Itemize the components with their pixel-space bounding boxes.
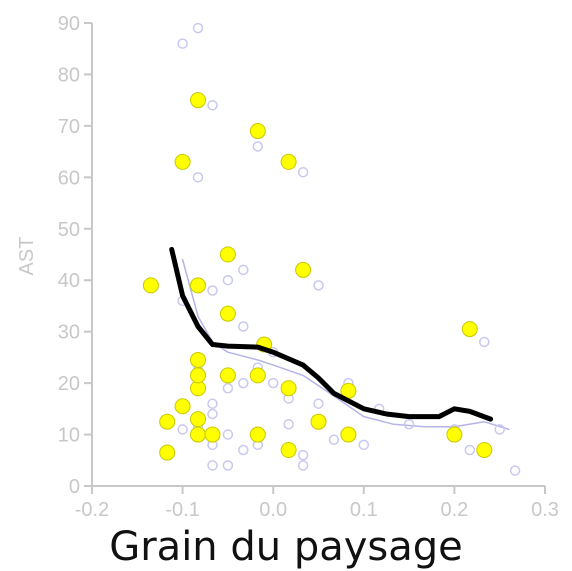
x-tick-label: -0.2	[75, 499, 109, 521]
background-point	[207, 408, 218, 420]
highlighted-point	[174, 398, 191, 415]
y-tick-label: 90	[58, 13, 80, 35]
highlighted-point	[219, 367, 236, 384]
axes	[84, 22, 546, 494]
background-point	[283, 419, 294, 430]
y-tick-label: 70	[58, 116, 80, 138]
y-tick-label: 0	[69, 476, 80, 498]
x-tick-label: 0.3	[531, 499, 559, 521]
smooth-line-group	[169, 246, 494, 422]
background-point	[267, 377, 279, 389]
smooth-line	[169, 246, 494, 422]
background-point	[328, 434, 340, 445]
background-point	[177, 424, 188, 435]
background-point	[177, 38, 188, 49]
background-point	[297, 449, 309, 461]
highlighted-point	[249, 367, 266, 384]
highlighted-point	[190, 426, 207, 443]
tick-labels: 0 10 20 30 40 50 60 70 80 90 -0.2 -0.1 0.0 0.1 0.2 0.3	[58, 13, 559, 521]
background-point	[464, 444, 476, 456]
background-point	[238, 377, 249, 389]
background-point	[313, 280, 324, 291]
background-point	[192, 172, 204, 183]
highlighted-point	[190, 367, 207, 384]
background-point	[313, 398, 324, 409]
chart-caption: Grain du paysage	[109, 524, 463, 570]
background-point	[238, 264, 249, 276]
background-point	[252, 141, 264, 152]
highlighted-point	[310, 413, 327, 430]
background-point	[479, 336, 490, 348]
highlighted-point	[340, 426, 357, 443]
x-tick-label: 0.2	[440, 499, 468, 521]
background-point	[222, 429, 234, 440]
y-tick-label: 20	[58, 373, 80, 395]
background-point	[297, 460, 309, 471]
highlighted-point	[219, 246, 236, 263]
highlighted-point	[249, 426, 266, 443]
highlighted-point	[142, 277, 159, 294]
y-tick-label: 10	[58, 425, 80, 447]
highlighted-point	[190, 92, 207, 109]
background-point	[238, 321, 249, 332]
highlighted-point	[280, 441, 297, 458]
background-point	[222, 383, 234, 394]
highlighted-point	[190, 351, 207, 368]
highlighted-point	[159, 444, 176, 461]
background-point	[222, 460, 234, 471]
highlighted-point	[174, 153, 191, 170]
x-tick-label: 0.1	[350, 499, 378, 521]
y-tick-label: 50	[58, 219, 80, 241]
y-tick-label: 40	[58, 270, 80, 292]
highlighted-points	[142, 92, 493, 461]
background-point	[207, 460, 218, 471]
background-point	[238, 444, 249, 456]
highlighted-point	[476, 441, 493, 458]
y-tick-label: 80	[58, 64, 80, 86]
highlighted-point	[159, 413, 176, 430]
highlighted-point	[219, 305, 236, 322]
y-tick-label: 30	[58, 322, 80, 344]
background-point	[207, 398, 218, 409]
highlighted-point	[190, 411, 207, 428]
highlighted-point	[204, 426, 221, 443]
background-point	[207, 100, 218, 111]
background-point	[297, 166, 309, 178]
highlighted-point	[280, 153, 297, 170]
highlighted-point	[461, 321, 478, 338]
background-point	[207, 285, 218, 296]
y-tick-label: 60	[58, 167, 80, 189]
background-point	[358, 439, 370, 451]
background-point	[192, 22, 204, 34]
background-point	[494, 424, 505, 435]
background-point	[509, 465, 521, 476]
background-point	[222, 274, 234, 286]
x-tick-label: 0.0	[259, 499, 287, 521]
highlighted-point	[446, 426, 463, 443]
background-point	[403, 419, 415, 430]
x-tick-label: -0.1	[165, 499, 199, 521]
y-axis-title: AST	[16, 237, 38, 276]
highlighted-point	[295, 261, 312, 278]
highlighted-point	[249, 123, 266, 140]
highlighted-point	[190, 277, 207, 294]
highlighted-point	[280, 380, 297, 397]
